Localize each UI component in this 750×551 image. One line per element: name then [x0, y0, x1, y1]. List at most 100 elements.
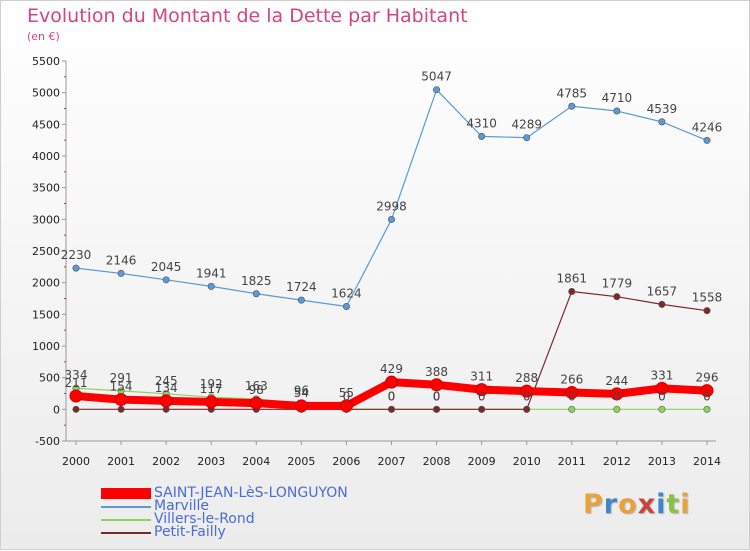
data-point — [204, 395, 218, 409]
legend-label: Marville — [154, 498, 209, 514]
y-tick-label: 3000 — [32, 213, 60, 226]
data-label: 154 — [110, 380, 133, 394]
data-point — [72, 264, 80, 272]
logo-letter: x — [637, 489, 657, 520]
x-tick-label: 2008 — [423, 455, 451, 468]
data-point — [658, 300, 666, 308]
data-point — [703, 405, 711, 413]
data-label: 211 — [65, 376, 88, 390]
logo-letter: P — [583, 489, 604, 520]
data-point — [700, 384, 714, 398]
data-point — [655, 381, 669, 395]
y-tick-label: 4500 — [32, 118, 60, 131]
data-label: 266 — [560, 372, 583, 386]
data-point — [433, 86, 441, 94]
data-label: 4539 — [647, 102, 678, 116]
data-label: 96 — [294, 383, 309, 397]
chart-title: Evolution du Montant de la Dette par Hab… — [27, 5, 468, 27]
data-label: 1779 — [602, 277, 633, 291]
data-label: 291 — [110, 371, 133, 385]
logo-letter: o — [618, 489, 638, 520]
data-label: 1825 — [241, 274, 272, 288]
data-label: 0 — [658, 389, 666, 403]
logo-letter: i — [680, 489, 691, 520]
data-point — [433, 405, 441, 413]
y-tick-label: 5000 — [32, 87, 60, 100]
data-point — [658, 118, 666, 126]
data-point — [117, 405, 125, 413]
data-point — [478, 132, 486, 140]
data-point — [565, 385, 579, 399]
data-label: 54 — [294, 386, 309, 400]
data-label: 4785 — [557, 86, 588, 100]
data-label: 2045 — [151, 260, 182, 274]
data-label: 4710 — [602, 91, 633, 105]
data-label: 4246 — [692, 120, 723, 134]
data-point — [523, 134, 531, 142]
data-point — [114, 393, 128, 407]
data-point — [117, 269, 125, 277]
data-point — [387, 405, 395, 413]
data-label: 334 — [65, 368, 88, 382]
data-label: 1657 — [647, 284, 678, 298]
legend-label: Petit-Failly — [154, 524, 226, 540]
data-label: 2998 — [376, 199, 407, 213]
data-point — [610, 387, 624, 401]
data-point — [252, 290, 260, 298]
data-point — [385, 375, 398, 389]
x-tick-label: 2013 — [648, 455, 676, 468]
logo-letter: i — [656, 489, 667, 520]
data-point — [430, 378, 444, 392]
data-point — [568, 405, 576, 413]
x-tick-label: 2003 — [197, 455, 225, 468]
x-tick-label: 2012 — [603, 455, 631, 468]
data-label: 0 — [523, 389, 531, 403]
series-line-1 — [75, 89, 708, 308]
data-label: 55 — [339, 386, 354, 400]
data-label: 0 — [433, 389, 441, 403]
data-point — [568, 287, 576, 295]
data-label: 0 — [388, 389, 396, 403]
data-point — [72, 405, 80, 413]
data-label: 296 — [696, 371, 719, 385]
x-tick-label: 2007 — [378, 455, 406, 468]
data-label: 0 — [703, 389, 711, 403]
x-tick-label: 2006 — [332, 455, 360, 468]
legend-swatch — [101, 513, 151, 526]
x-tick-label: 2009 — [468, 455, 496, 468]
y-tick-label: 3500 — [32, 182, 60, 195]
legend-label: Villers-le-Rond — [154, 511, 255, 527]
data-label: 1558 — [692, 291, 723, 305]
data-point — [523, 405, 531, 413]
data-label: 163 — [245, 379, 268, 393]
y-tick-label: 2500 — [32, 245, 60, 258]
y-tick-label: 0 — [53, 403, 60, 416]
data-point — [339, 399, 353, 413]
x-tick-label: 2002 — [152, 455, 180, 468]
y-tick-label: -500 — [35, 435, 60, 448]
data-point — [297, 296, 305, 304]
data-point — [703, 136, 711, 144]
y-tick-label: 500 — [39, 372, 60, 385]
y-tick-label: 4000 — [32, 150, 60, 163]
proxiti-logo: Proxiti — [583, 489, 691, 520]
chart-subtitle: (en €) — [27, 30, 60, 43]
x-tick-label: 2005 — [287, 455, 315, 468]
data-point — [294, 399, 308, 413]
legend-swatch — [101, 500, 151, 513]
data-point — [162, 276, 170, 284]
data-label: 1624 — [331, 286, 362, 300]
data-label: 1941 — [196, 266, 227, 280]
data-label: 2146 — [106, 253, 137, 267]
data-label: 4289 — [511, 118, 542, 132]
data-label: 0 — [343, 389, 351, 403]
data-label: 244 — [605, 374, 628, 388]
legend-swatch — [101, 526, 151, 539]
data-point — [568, 102, 576, 110]
data-label: 4310 — [466, 116, 497, 130]
data-label: 117 — [200, 382, 223, 396]
y-tick-label: 1500 — [32, 308, 60, 321]
data-label: 0 — [433, 389, 441, 403]
logo-letter: t — [666, 489, 681, 520]
